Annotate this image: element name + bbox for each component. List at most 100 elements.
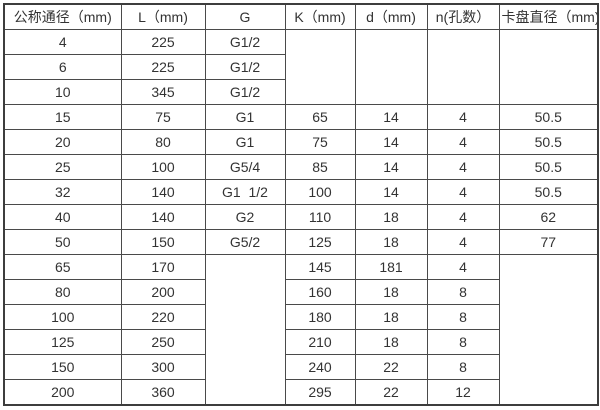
- table-row: 150 300 240 22 8: [3, 354, 598, 380]
- table-row: 20 80 G1 75 14 4 50.5: [3, 129, 599, 155]
- table-row: 80 200 160 18 8: [3, 279, 598, 305]
- header-row: 公称通径（mm) L（mm) G K（mm) d（mm) n(孔数） 卡盘直径（…: [3, 3, 599, 30]
- cell-dn: 15: [3, 104, 122, 130]
- cell-G: G5/2: [204, 229, 286, 255]
- cell-d: 181: [354, 254, 428, 280]
- cell-L: 170: [120, 254, 206, 280]
- cell-K: 145: [284, 254, 356, 280]
- cell-chuck: 50.5: [498, 104, 599, 130]
- cell-d: 18: [354, 279, 428, 305]
- cell-n: 4: [426, 179, 500, 205]
- cell-dn: 6: [3, 54, 122, 80]
- cell-K: 85: [284, 154, 356, 180]
- cell-n: 4: [426, 204, 500, 230]
- table-row: 15 75 G1 65 14 4 50.5: [3, 104, 599, 130]
- cell-K: 160: [284, 279, 356, 305]
- merged-empty-cell-d: [354, 29, 428, 105]
- column-header-chuck-diameter: 卡盘直径（mm): [498, 3, 599, 30]
- cell-G: G1/2: [204, 54, 286, 80]
- cell-d: 14: [354, 154, 428, 180]
- merged-empty-cell-n: [426, 29, 500, 105]
- cell-G: G2: [204, 204, 286, 230]
- table-row: 65 170 145 181 4: [3, 254, 599, 406]
- cell-L: 140: [120, 179, 206, 205]
- cell-K: 75: [284, 129, 356, 155]
- cell-d: 22: [354, 354, 428, 380]
- cell-n: 4: [426, 129, 500, 155]
- cell-dn: 40: [3, 204, 122, 230]
- cell-n: 4: [426, 229, 500, 255]
- cell-K: 110: [284, 204, 356, 230]
- table-row: 4 225 G1/2: [3, 29, 599, 105]
- merged-empty-cell-chuck: [498, 29, 599, 105]
- cell-dn: 20: [3, 129, 122, 155]
- column-header-G: G: [204, 3, 286, 30]
- cell-G: G1: [204, 129, 286, 155]
- cell-d: 14: [354, 179, 428, 205]
- cell-L: 100: [120, 154, 206, 180]
- column-header-nominal-diameter: 公称通径（mm): [3, 3, 122, 30]
- cell-G: G1: [204, 104, 286, 130]
- cell-L: 220: [120, 304, 206, 330]
- cell-chuck: 50.5: [498, 179, 599, 205]
- cell-K: 125: [284, 229, 356, 255]
- cell-dn: 4: [3, 29, 122, 55]
- cell-G: G1/2: [204, 29, 286, 55]
- cell-L: 250: [120, 329, 206, 355]
- cell-dn: 200: [3, 379, 122, 406]
- merged-empty-cell-G: [204, 254, 286, 406]
- cell-K: 100: [284, 179, 356, 205]
- cell-L: 225: [120, 29, 206, 55]
- cell-L: 345: [120, 79, 206, 105]
- table-row: 40 140 G2 110 18 4 62: [3, 204, 599, 230]
- column-header-L: L（mm): [120, 3, 206, 30]
- cell-d: 18: [354, 204, 428, 230]
- cell-K: 180: [284, 304, 356, 330]
- column-header-n-holes: n(孔数）: [426, 3, 500, 30]
- column-header-K: K（mm): [284, 3, 356, 30]
- spec-table: 公称通径（mm) L（mm) G K（mm) d（mm) n(孔数） 卡盘直径（…: [3, 3, 599, 406]
- cell-G: G5/4: [204, 154, 286, 180]
- cell-n: 8: [426, 304, 500, 330]
- cell-chuck: 77: [498, 229, 599, 255]
- cell-dn: 80: [3, 279, 122, 305]
- cell-G: G1 1/2: [204, 179, 286, 205]
- cell-n: 4: [426, 104, 500, 130]
- merged-empty-cell-chuck: [498, 254, 599, 406]
- merged-empty-cell-K: [284, 29, 356, 105]
- cell-n: 12: [426, 379, 500, 406]
- cell-dn: 10: [3, 79, 122, 105]
- cell-dn: 50: [3, 229, 122, 255]
- cell-dn: 32: [3, 179, 122, 205]
- table-row: 32 140 G1 1/2 100 14 4 50.5: [3, 179, 599, 205]
- cell-n: 4: [426, 154, 500, 180]
- cell-K: 65: [284, 104, 356, 130]
- column-header-d: d（mm): [354, 3, 428, 30]
- cell-dn: 125: [3, 329, 122, 355]
- cell-chuck: 50.5: [498, 154, 599, 180]
- cell-L: 140: [120, 204, 206, 230]
- cell-K: 295: [284, 379, 356, 406]
- cell-G: G1/2: [204, 79, 286, 105]
- cell-d: 18: [354, 329, 428, 355]
- cell-L: 200: [120, 279, 206, 305]
- cell-dn: 25: [3, 154, 122, 180]
- cell-d: 18: [354, 304, 428, 330]
- cell-L: 80: [120, 129, 206, 155]
- cell-d: 22: [354, 379, 428, 406]
- cell-n: 8: [426, 279, 500, 305]
- cell-K: 210: [284, 329, 356, 355]
- cell-n: 4: [426, 254, 500, 280]
- table-row: 200 360 295 22 12: [3, 379, 598, 406]
- cell-dn: 65: [3, 254, 122, 280]
- cell-d: 18: [354, 229, 428, 255]
- cell-n: 8: [426, 329, 500, 355]
- cell-L: 300: [120, 354, 206, 380]
- cell-L: 360: [120, 379, 206, 406]
- cell-K: 240: [284, 354, 356, 380]
- cell-dn: 100: [3, 304, 122, 330]
- cell-d: 14: [354, 129, 428, 155]
- cell-L: 225: [120, 54, 206, 80]
- table-row: 6 225 G1/2: [3, 54, 598, 80]
